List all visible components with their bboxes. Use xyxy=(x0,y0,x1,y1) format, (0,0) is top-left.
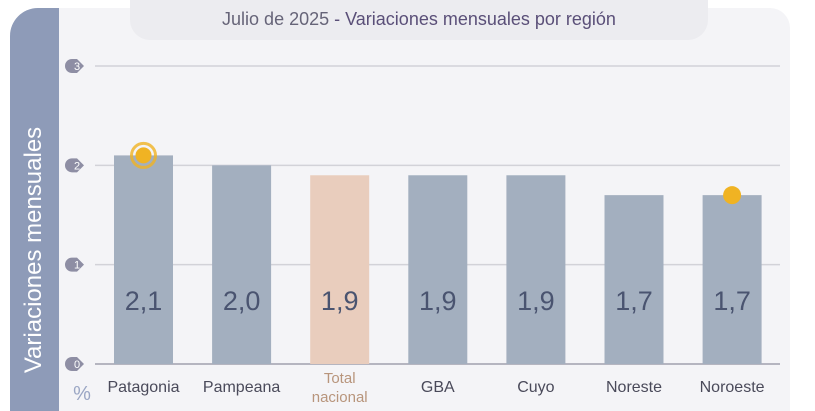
data-label: 2,0 xyxy=(223,286,261,316)
title-date: Julio de 2025 xyxy=(222,9,330,29)
data-label: 1,9 xyxy=(419,286,457,316)
y-tick-label: 0 xyxy=(74,359,80,371)
y-axis-band xyxy=(10,8,59,411)
y-unit-label: % xyxy=(73,383,91,405)
marker-ring xyxy=(130,141,157,169)
title-text: Variaciones mensuales por región xyxy=(345,9,616,29)
x-tick-label: Noroeste xyxy=(700,379,765,396)
bar xyxy=(506,175,566,364)
x-tick-label: GBA xyxy=(421,379,455,396)
y-tick-label: 2 xyxy=(74,160,80,172)
data-label: 1,7 xyxy=(713,286,751,316)
y-tick-badge xyxy=(65,357,84,371)
y-tick-badge xyxy=(65,59,84,73)
y-tick-label: 3 xyxy=(74,61,80,73)
marker-dot xyxy=(135,147,152,164)
bar xyxy=(310,175,370,364)
x-tick-label: nacional xyxy=(312,389,368,406)
x-tick-label: Total xyxy=(324,370,356,387)
data-label: 2,1 xyxy=(125,286,163,316)
bar xyxy=(604,195,664,364)
bar xyxy=(702,195,762,364)
title-separator: - xyxy=(329,9,346,29)
data-label: 1,7 xyxy=(615,286,653,316)
y-tick-label: 1 xyxy=(74,260,80,272)
x-tick-label: Cuyo xyxy=(517,379,554,396)
bar xyxy=(408,175,468,364)
y-tick-badge xyxy=(65,257,84,272)
chart-title: Julio de 2025 - Variaciones mensuales po… xyxy=(130,0,708,40)
bar xyxy=(114,155,173,364)
marker-dot xyxy=(723,186,742,205)
bar xyxy=(212,165,272,364)
x-tick-label: Pampeana xyxy=(203,379,280,396)
y-tick-badge xyxy=(65,158,84,173)
data-label: 1,9 xyxy=(517,286,555,316)
x-tick-label: Patagonia xyxy=(107,379,179,396)
data-label: 1,9 xyxy=(321,286,359,316)
x-tick-label: Noreste xyxy=(606,379,662,396)
